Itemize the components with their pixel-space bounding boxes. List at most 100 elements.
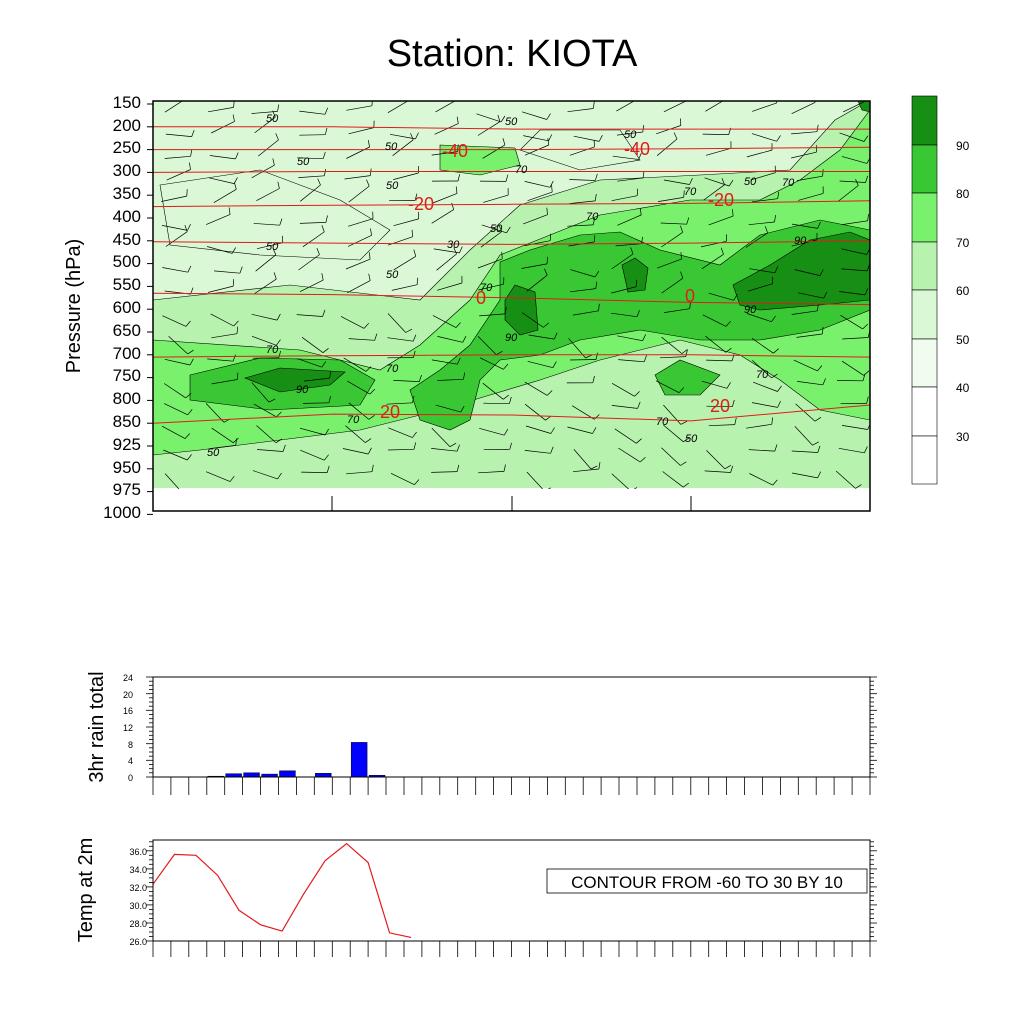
temp-contour-10 <box>153 354 870 358</box>
wind-barb <box>749 268 776 274</box>
wind-barb-flag <box>413 249 417 257</box>
wind-barb-flag <box>456 464 460 472</box>
wind-barb-flag <box>276 339 281 346</box>
wind-barb <box>436 253 457 271</box>
wind-barb-flag <box>594 193 597 201</box>
colorbar-label: 80 <box>956 187 970 201</box>
wind-barb-flag <box>272 158 275 166</box>
rh-label: 70 <box>756 369 769 381</box>
wind-barb-flag <box>460 405 465 413</box>
wind-barb-flag <box>721 178 725 185</box>
wind-barb <box>611 286 637 294</box>
wind-barb-flag <box>634 391 640 397</box>
wind-barb <box>791 131 818 135</box>
wind-barb-flag <box>636 310 640 317</box>
wind-barb <box>663 404 682 425</box>
wind-barb-flag <box>324 127 328 135</box>
wind-barb <box>748 221 775 226</box>
wind-barb <box>346 146 370 159</box>
temp-label: 0 <box>685 286 695 306</box>
wind-barb-flag <box>592 375 595 383</box>
wind-barb <box>796 175 823 181</box>
wind-barb-flag <box>370 228 372 236</box>
wind-barb-flag <box>594 173 598 181</box>
wind-barb <box>300 449 325 461</box>
wind-barb-flag <box>321 273 324 281</box>
wind-barb <box>611 253 634 270</box>
wind-barb-flag <box>732 399 735 407</box>
wind-barb-flag <box>686 94 687 101</box>
wind-barb <box>478 283 504 291</box>
wind-barb-flag <box>636 188 639 196</box>
wind-barb-flag <box>822 169 824 177</box>
wind-barb <box>839 180 866 183</box>
wind-barb-flag <box>412 431 417 438</box>
rh-shading <box>153 101 870 489</box>
wind-barb-flag <box>324 168 327 176</box>
wind-barb <box>213 188 237 203</box>
wind-barb <box>706 450 726 470</box>
wind-barb-flag <box>456 116 459 124</box>
rh-label: 70 <box>656 416 669 428</box>
temp-contour--30 <box>153 171 870 173</box>
wind-barb <box>210 313 234 327</box>
colorbar-label: 90 <box>956 139 970 153</box>
wind-barb <box>299 222 326 224</box>
wind-barb-flag <box>774 444 778 452</box>
wind-barb <box>251 313 278 321</box>
wind-barb-flag <box>590 465 598 470</box>
wind-barb-flag <box>322 348 329 353</box>
wind-barb-flag <box>855 484 862 489</box>
wind-barb <box>837 185 859 202</box>
wind-barb <box>431 427 451 447</box>
wind-barb <box>751 133 777 142</box>
colorbar-swatch-40 <box>911 338 938 388</box>
rh-label: 50 <box>624 129 637 141</box>
wind-barb <box>209 155 236 160</box>
rain-panel: 3hr rain total 0 4 8 12 16 20 24 <box>86 671 877 795</box>
wind-barb-flag <box>683 190 685 198</box>
wind-barb <box>569 200 596 204</box>
wind-barb <box>611 312 637 318</box>
wind-barb-flag <box>363 322 370 329</box>
rain-bar <box>243 772 260 778</box>
wind-barb-flag <box>598 303 600 311</box>
wind-barb-flag <box>189 358 194 366</box>
cross-section-panel: -40 -40 -20 -20 0 0 20 20 50 50 50 50 50… <box>63 91 871 522</box>
wind-barb-flag <box>642 125 645 133</box>
wind-barb <box>391 284 418 291</box>
wind-barb-flag <box>812 441 819 446</box>
wind-barb-flag <box>550 427 555 434</box>
wind-barb-flag <box>720 247 724 255</box>
wind-barb <box>257 449 284 452</box>
wind-barb-flag <box>547 487 551 489</box>
wind-barb-flag <box>593 235 596 243</box>
wind-barb <box>573 135 600 142</box>
wind-barb <box>387 313 406 333</box>
wind-barb <box>252 357 279 359</box>
wind-barb <box>842 101 867 113</box>
wind-barb <box>524 450 551 454</box>
wind-barb-flag <box>374 333 378 341</box>
wind-barb <box>207 246 233 254</box>
wind-barb <box>704 177 730 187</box>
wind-barb-flag <box>273 272 277 280</box>
rh-label: 50 <box>505 116 518 128</box>
y-tick-label: 150 <box>113 93 141 112</box>
wind-barb-flag <box>415 132 419 140</box>
wind-barb <box>483 194 509 203</box>
y-tick-label: 550 <box>113 275 141 294</box>
wind-barb-flag <box>185 91 187 98</box>
wind-barb <box>479 357 504 370</box>
wind-barb <box>254 116 276 134</box>
wind-barb <box>746 423 772 429</box>
wind-barb-flag <box>734 417 737 425</box>
wind-barb <box>571 405 595 420</box>
rh-fill-20-30 <box>153 488 870 489</box>
temperature-line <box>152 842 412 938</box>
wind-barb-flag <box>268 398 276 403</box>
y-tick-label: 450 <box>113 230 141 249</box>
wind-barb-flag <box>637 91 639 98</box>
wind-barb <box>703 184 725 201</box>
colorbar-swatch-70 <box>911 192 938 243</box>
